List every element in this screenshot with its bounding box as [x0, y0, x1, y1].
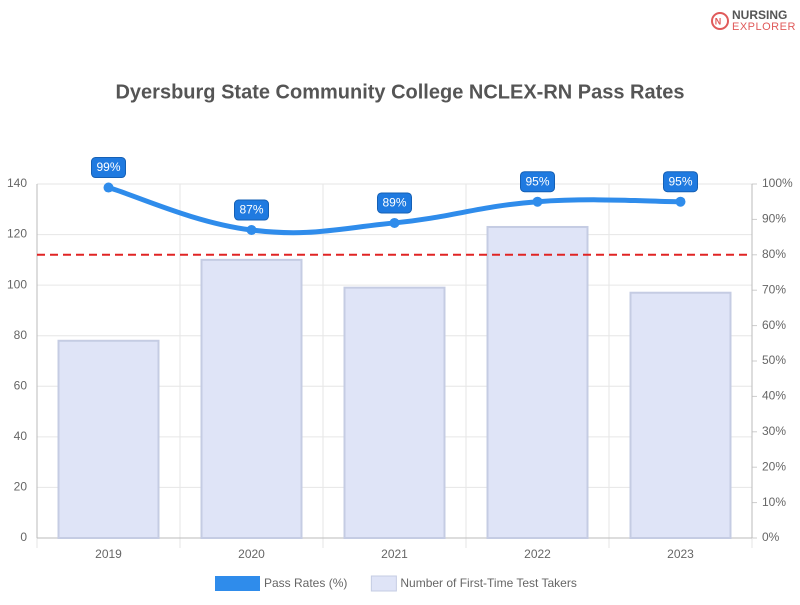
- data-label-box: [520, 171, 555, 193]
- data-label: 87%: [239, 203, 263, 217]
- legend-label: Pass Rates (%): [264, 576, 347, 590]
- x-tick-label: 2021: [381, 547, 408, 561]
- y2-tick-label: 100%: [762, 176, 793, 190]
- y-tick-label: 80: [14, 328, 28, 342]
- y2-tick-label: 10%: [762, 495, 786, 509]
- data-label: 89%: [382, 196, 406, 210]
- y2-tick-label: 90%: [762, 212, 786, 226]
- point: [675, 196, 686, 207]
- y-tick-label: 0: [20, 530, 27, 544]
- data-label: 95%: [668, 174, 692, 188]
- y-tick-label: 120: [7, 227, 27, 241]
- y2-tick-label: 30%: [762, 424, 786, 438]
- point: [103, 182, 114, 193]
- legend-swatch: [370, 575, 397, 592]
- data-label: 95%: [525, 174, 549, 188]
- bar: [486, 225, 589, 539]
- data-label-box: [663, 171, 698, 193]
- y2-tick-label: 70%: [762, 282, 786, 296]
- x-tick-label: 2022: [524, 547, 551, 561]
- chart-title: Dyersburg State Community College NCLEX-…: [115, 81, 684, 103]
- y2-tick-label: 60%: [762, 318, 786, 332]
- y2-tick-label: 20%: [762, 459, 786, 473]
- y-tick-label: 100: [7, 277, 27, 291]
- data-label-box: [377, 192, 412, 214]
- data-label-box: [91, 157, 126, 179]
- point: [532, 196, 543, 207]
- y2-tick-label: 0%: [762, 530, 780, 544]
- logo: N NURSING EXPLORER: [711, 8, 796, 33]
- y-tick-label: 140: [7, 176, 27, 190]
- y2-tick-label: 50%: [762, 353, 786, 367]
- y-tick-label: 40: [14, 429, 28, 443]
- x-tick-label: 2019: [95, 547, 122, 561]
- data-label: 99%: [96, 160, 120, 174]
- x-tick-label: 2020: [238, 547, 265, 561]
- y-tick-label: 20: [14, 480, 28, 494]
- legend-swatch: [215, 576, 260, 591]
- point: [389, 217, 400, 228]
- data-label-box: [234, 199, 269, 221]
- y-tick-label: 60: [14, 378, 28, 392]
- logo-text: EXPLORER: [732, 21, 796, 33]
- logo-icon-text: N: [715, 16, 722, 26]
- point: [246, 225, 257, 236]
- bar: [200, 258, 303, 539]
- bar: [57, 339, 160, 539]
- logo-icon: [711, 12, 729, 30]
- logo-text: NURSING: [732, 8, 787, 22]
- y2-tick-label: 80%: [762, 247, 786, 261]
- y2-tick-label: 40%: [762, 389, 786, 403]
- x-tick-label: 2023: [667, 547, 694, 561]
- bar: [629, 291, 732, 539]
- legend-label: Number of First-Time Test Takers: [400, 576, 576, 590]
- bar: [343, 286, 446, 539]
